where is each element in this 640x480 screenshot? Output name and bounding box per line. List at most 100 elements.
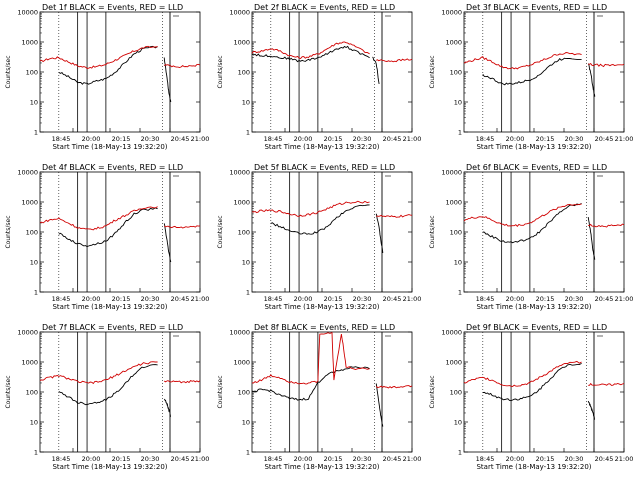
y-axis-label: Counts/sec [429,375,436,408]
x-axis-label: Start Time (18-May-13 19:32:20) [476,303,591,311]
y-tick-label: 1 [458,449,462,457]
x-tick-label: 20:15 [536,135,555,143]
y-tick-label: 100 [450,69,462,77]
y-tick-label: 1 [34,449,38,457]
x-axis-label: Start Time (18-May-13 19:32:20) [476,143,591,151]
series-line [375,385,413,389]
y-axis-label: Counts/sec [217,215,224,248]
y-tick-label: 10 [454,259,462,267]
x-tick-label: 20:45 [595,455,614,463]
series-line [372,56,380,84]
series-line [58,364,158,406]
x-tick-label: 20:00 [82,455,101,463]
x-tick-label: 21:00 [191,455,210,463]
panel-title: Det 7f BLACK = Events, RED = LLD [42,323,183,332]
x-axis-label: Start Time (18-May-13 19:32:20) [264,463,379,471]
x-tick-label: 20:30 [353,135,372,143]
x-axis-label: Start Time (18-May-13 19:32:20) [52,303,167,311]
x-tick-label: 20:00 [506,295,525,303]
y-tick-label: 100 [450,389,462,397]
x-tick-label: 20:45 [171,455,190,463]
panel-title: Det 6f BLACK = Events, RED = LLD [466,163,607,172]
y-axis-label: Counts/sec [5,55,12,88]
y-tick-label: 10000 [441,329,462,337]
x-tick-label: 20:30 [141,295,160,303]
plot-frame [251,11,413,133]
series-line [463,52,582,70]
series-line [376,58,413,63]
y-tick-label: 100 [450,229,462,237]
y-tick-label: 1000 [233,359,250,367]
plot-frame [463,11,625,133]
y-tick-label: 10000 [17,329,38,337]
x-tick-label: 18:45 [476,455,495,463]
detector-panel: Det 8f BLACK = Events, RED = LLD 1 10 100 10… [217,323,421,471]
series-line [482,203,582,244]
y-tick-label: 10000 [441,169,462,177]
x-tick-label: 20:15 [536,295,555,303]
y-tick-label: 10000 [229,329,250,337]
y-axis-label: Counts/sec [217,375,224,408]
x-tick-label: 18:45 [52,295,71,303]
y-tick-label: 10000 [441,9,462,17]
series-line [588,223,625,228]
y-tick-label: 1 [246,449,250,457]
x-tick-label: 18:45 [476,295,495,303]
x-tick-label: 20:15 [112,135,131,143]
series-line [376,214,413,218]
x-tick-label: 20:30 [565,135,584,143]
series-line [163,398,171,418]
y-tick-label: 1 [246,289,250,297]
series-line [39,361,158,385]
panel-title: Det 3f BLACK = Events, RED = LLD [466,3,607,12]
x-tick-label: 20:00 [294,135,313,143]
x-tick-label: 18:45 [52,135,71,143]
x-tick-label: 20:30 [565,295,584,303]
series-line [482,363,582,402]
x-tick-label: 20:45 [171,295,190,303]
y-tick-label: 1 [34,289,38,297]
x-tick-label: 20:15 [324,455,343,463]
series-line [482,57,582,86]
series-line [270,204,370,235]
detector-panel: Det 5f BLACK = Events, RED = LLD 1 10 100 10… [217,163,421,311]
y-tick-label: 1000 [445,39,462,47]
series-line [587,400,596,420]
y-tick-label: 100 [238,389,250,397]
y-tick-label: 10 [30,259,38,267]
series-line [163,223,172,263]
series-line [39,45,158,69]
panel-title: Det 5f BLACK = Events, RED = LLD [254,163,395,172]
y-tick-label: 1000 [445,199,462,207]
series-line [251,366,370,401]
series-line [252,331,370,385]
x-tick-label: 21:00 [191,295,210,303]
y-tick-label: 1000 [233,199,250,207]
x-tick-label: 20:15 [324,135,343,143]
y-tick-label: 10000 [17,9,38,17]
plot-frame [39,331,201,453]
x-tick-label: 20:00 [82,135,101,143]
x-tick-label: 20:15 [536,455,555,463]
x-tick-label: 18:45 [264,135,283,143]
x-tick-label: 20:45 [383,455,402,463]
x-tick-label: 21:00 [615,135,634,143]
y-tick-label: 1000 [21,39,38,47]
y-tick-label: 1000 [233,39,250,47]
x-tick-label: 20:15 [112,455,131,463]
y-tick-label: 10 [30,99,38,107]
x-tick-label: 21:00 [191,135,210,143]
y-axis-label: Counts/sec [5,215,12,248]
series-line [163,380,201,384]
x-axis-label: Start Time (18-May-13 19:32:20) [52,463,167,471]
y-tick-label: 1000 [445,359,462,367]
series-line [163,63,201,68]
y-tick-label: 10 [454,99,462,107]
x-tick-label: 20:45 [595,135,614,143]
y-tick-label: 1 [458,289,462,297]
detector-panel: Det 2f BLACK = Events, RED = LLD 1 10 100 10… [217,3,421,151]
series-line [375,383,384,427]
x-tick-label: 20:30 [141,455,160,463]
x-tick-label: 18:45 [264,455,283,463]
plot-frame [39,11,201,133]
